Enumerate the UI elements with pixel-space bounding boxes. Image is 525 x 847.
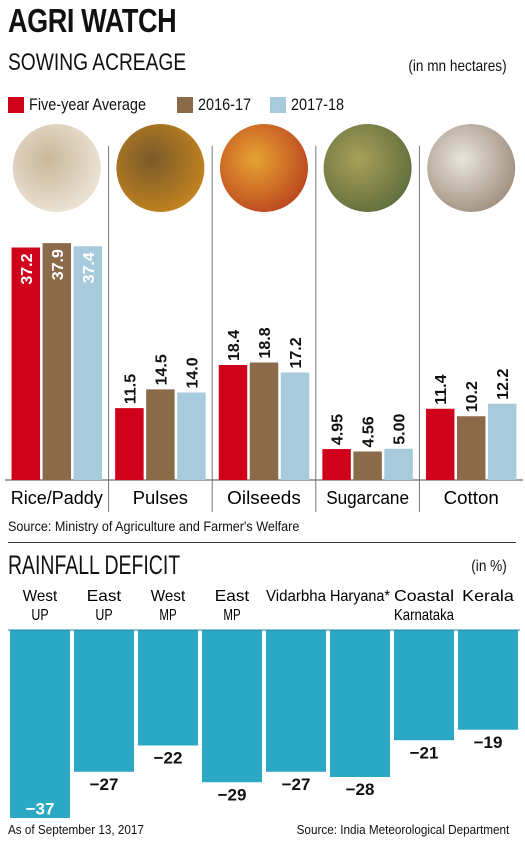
legend-label: 2016-17 bbox=[197, 95, 251, 114]
deficit-bar bbox=[10, 630, 70, 818]
legend-label: Five-year Average bbox=[29, 95, 147, 114]
bar-five-year-average bbox=[218, 365, 248, 480]
deficit-bar bbox=[458, 630, 518, 730]
region-label: East bbox=[215, 588, 250, 605]
crop-photo-circle bbox=[220, 124, 308, 212]
bar-five-year-average bbox=[11, 247, 41, 480]
region-label: West bbox=[23, 588, 58, 605]
region-label: East bbox=[87, 588, 122, 605]
bar-2016-17 bbox=[146, 389, 175, 480]
legend-swatch bbox=[176, 97, 193, 113]
bar-value-label: 5.00 bbox=[392, 414, 409, 445]
bar-five-year-average bbox=[115, 408, 144, 480]
category-label: Cotton bbox=[444, 488, 499, 508]
bar-value-label: 18.4 bbox=[226, 330, 243, 361]
category-label: Rice/Paddy bbox=[11, 488, 103, 508]
rainfall-section-title: RAINFALL DEFICIT bbox=[8, 550, 181, 580]
deficit-value-label: −29 bbox=[218, 785, 247, 804]
deficit-value-label: −37 bbox=[26, 799, 55, 818]
deficit-value-label: −27 bbox=[90, 775, 119, 794]
bar-value-label: 37.4 bbox=[81, 252, 98, 283]
bar-2016-17 bbox=[456, 416, 486, 480]
page-title: AGRI WATCH bbox=[8, 2, 177, 39]
bar-2016-17 bbox=[353, 451, 382, 480]
deficit-value-label: −27 bbox=[282, 775, 311, 794]
deficit-value-label: −28 bbox=[346, 780, 375, 799]
sowing-unit-label: (in mn hectares) bbox=[408, 58, 507, 75]
legend-item-2017-18: 2017-18 bbox=[270, 95, 353, 115]
region-label: West bbox=[151, 588, 186, 605]
sowing-section-title: SOWING ACREAGE bbox=[8, 49, 187, 76]
bar-2017-18 bbox=[73, 246, 103, 480]
bar-2017-18 bbox=[487, 403, 517, 480]
bar-value-label: 4.95 bbox=[330, 414, 347, 445]
deficit-bar bbox=[330, 630, 390, 777]
bar-five-year-average bbox=[425, 408, 455, 480]
rainfall-unit-label: (in %) bbox=[471, 558, 507, 575]
sowing-acreage-chart: 37.2 37.9 37.4 Rice/Paddy 11.5 14.5 14.0 Pulses… bbox=[5, 124, 523, 512]
crop-photo-circle bbox=[323, 124, 412, 212]
bar-value-label: 11.5 bbox=[122, 374, 139, 404]
bar-2016-17 bbox=[249, 362, 279, 480]
region-label: MP bbox=[223, 607, 240, 624]
region-label: UP bbox=[31, 607, 48, 624]
rainfall-deficit-chart: West UP −37 East UP −27 West MP −22 East MP −29 Vida… bbox=[8, 588, 520, 818]
legend-swatch bbox=[8, 97, 24, 113]
region-label: Coastal bbox=[394, 588, 454, 605]
region-label: Kerala bbox=[462, 588, 514, 605]
region-label: Haryana* bbox=[330, 588, 390, 605]
region-label: Karnataka bbox=[394, 607, 454, 624]
legend-item-2016-17: 2016-17 bbox=[176, 95, 260, 115]
oilseeds-photo bbox=[220, 124, 308, 212]
category-label: Oilseeds bbox=[227, 488, 301, 508]
bar-2017-18 bbox=[384, 448, 413, 480]
region-label: Vidarbha bbox=[266, 588, 326, 605]
cotton-photo bbox=[427, 124, 516, 212]
category-label: Pulses bbox=[133, 488, 188, 508]
deficit-bar bbox=[138, 630, 198, 746]
legend-item-five-year-average: Five-year Average bbox=[8, 95, 167, 115]
bar-value-label: 37.9 bbox=[50, 249, 67, 280]
bar-2017-18 bbox=[280, 372, 310, 480]
bar-2017-18 bbox=[177, 392, 206, 480]
legend-label: 2017-18 bbox=[291, 95, 345, 114]
rainfall-source-note: Source: India Meteorological Department bbox=[296, 822, 509, 837]
bar-value-label: 37.2 bbox=[19, 253, 36, 284]
sowing-source-note: Source: Ministry of Agriculture and Farm… bbox=[8, 518, 300, 534]
bar-value-label: 14.5 bbox=[153, 354, 170, 385]
bar-2016-17 bbox=[42, 243, 72, 480]
bar-five-year-average bbox=[322, 449, 351, 480]
crop-photo-circle bbox=[116, 124, 205, 212]
legend-swatch bbox=[270, 97, 287, 113]
category-label: Sugarcane bbox=[326, 488, 409, 508]
bar-value-label: 12.2 bbox=[495, 369, 512, 400]
deficit-bar bbox=[394, 630, 454, 741]
deficit-value-label: −19 bbox=[474, 733, 503, 752]
crop-photo-circle bbox=[12, 124, 101, 212]
deficit-value-label: −21 bbox=[410, 743, 439, 762]
deficit-bar bbox=[74, 630, 134, 772]
rice-grains-photo bbox=[12, 124, 101, 212]
bar-value-label: 4.56 bbox=[361, 416, 378, 447]
date-footnote: As of September 13, 2017 bbox=[8, 822, 144, 837]
chart-legend: Five-year Average 2016-17 2017-18 bbox=[8, 94, 363, 116]
region-label: MP bbox=[159, 607, 176, 624]
bar-value-label: 18.8 bbox=[257, 327, 274, 358]
pulses-photo bbox=[116, 124, 205, 212]
deficit-value-label: −22 bbox=[154, 749, 183, 768]
deficit-bar bbox=[266, 630, 326, 772]
deficit-bar bbox=[202, 630, 262, 783]
crop-photo-circle bbox=[427, 124, 516, 212]
bar-value-label: 11.4 bbox=[433, 374, 450, 404]
bar-value-label: 10.2 bbox=[464, 381, 481, 412]
section-divider bbox=[8, 542, 516, 543]
region-label: UP bbox=[95, 607, 112, 624]
bar-value-label: 14.0 bbox=[184, 357, 201, 388]
sugarcane-photo bbox=[323, 124, 412, 212]
bar-value-label: 17.2 bbox=[288, 337, 305, 368]
